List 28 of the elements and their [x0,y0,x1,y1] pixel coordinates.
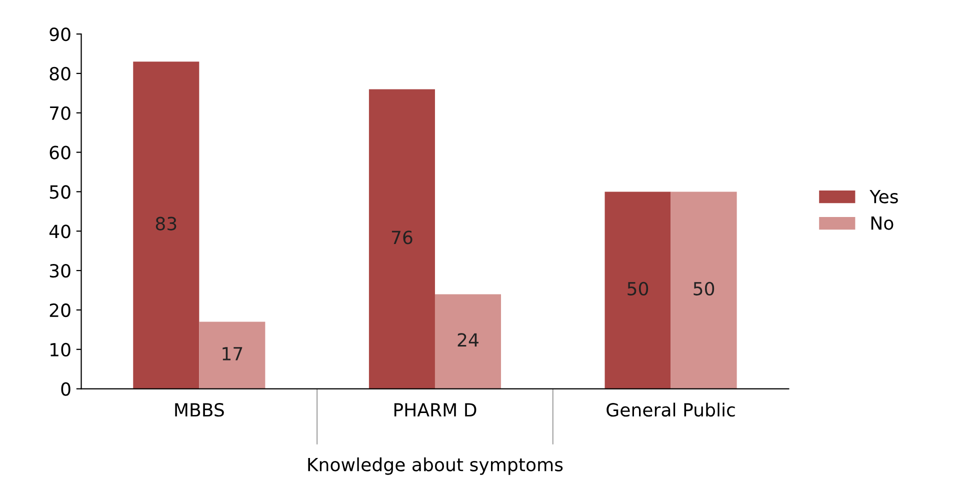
bar [434,294,502,389]
y-tick-label: 90 [50,27,70,42]
y-tick-label: 0 [61,382,70,396]
data-label: 76 [392,230,412,244]
data-label: 50 [628,282,648,296]
x-axis-title: Knowledge about symptoms [308,457,563,475]
bar [133,62,200,389]
bar [604,192,671,389]
data-label: 17 [222,347,242,360]
data-label: 83 [156,216,176,230]
y-tick-label: 40 [49,224,70,238]
y-tick-label: 10 [50,342,70,356]
y-tick-label: 60 [50,146,70,160]
x-tick-label: MBBS [175,403,224,417]
data-label: 50 [694,282,714,296]
y-tick-label: 50 [50,185,70,199]
x-tick-label: PHARM D [394,403,476,416]
bar [199,322,266,389]
legend-label: Yes [870,190,898,204]
y-tick-label: 80 [50,66,70,81]
x-tick-label: General Public [606,402,735,417]
legend-label: No [871,216,894,230]
y-tick-label: 70 [50,106,70,120]
bar [670,192,737,389]
y-tick-label: 20 [50,303,70,318]
y-tick-label: 30 [50,264,70,278]
data-label: 24 [458,333,478,346]
bar [368,89,435,389]
